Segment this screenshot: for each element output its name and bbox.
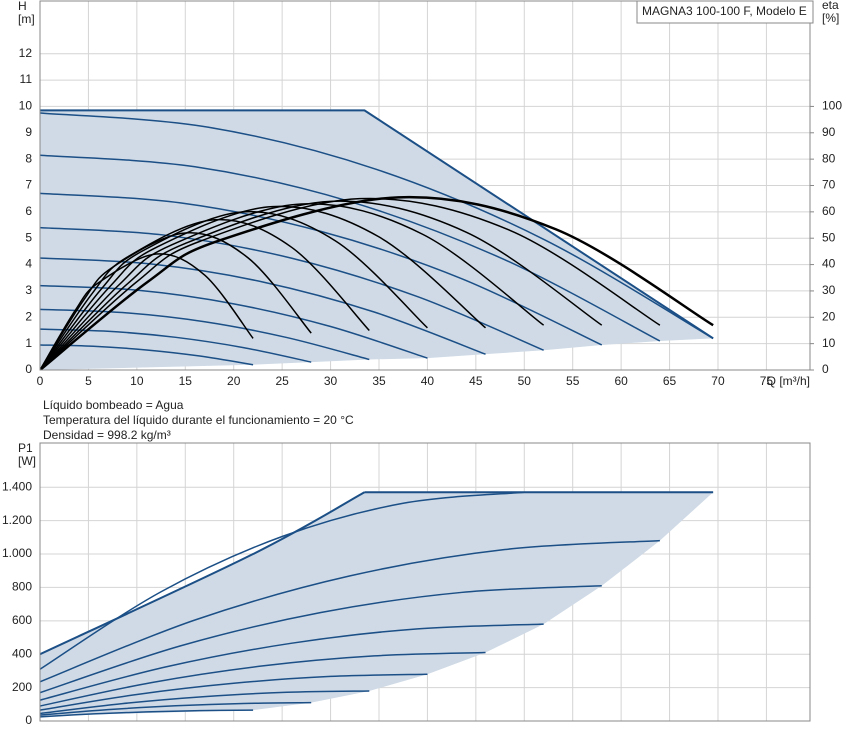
y-tick-label: 8 <box>25 151 32 165</box>
y2-tick-label: 30 <box>822 283 836 297</box>
efficiency-curve <box>40 197 661 370</box>
y-tick-label: 1.000 <box>2 546 32 560</box>
y2-tick-label: 70 <box>822 178 836 192</box>
y-axis-unit: [m] <box>18 12 35 26</box>
y-tick-label: 7 <box>25 178 32 192</box>
operating-area <box>40 110 714 370</box>
y-tick-label: 5 <box>25 230 32 244</box>
y-tick-label: 200 <box>12 680 32 694</box>
y2-tick-label: 100 <box>822 99 842 113</box>
performance-curve <box>40 709 254 718</box>
x-axis-label: Q [m³/h] <box>767 374 810 388</box>
annotation: Líquido bombeado = Agua <box>43 398 184 412</box>
y-tick-label: 12 <box>19 46 33 60</box>
performance-curve <box>40 585 602 694</box>
x-tick-label: 30 <box>324 374 338 388</box>
efficiency-curve <box>40 200 603 370</box>
y2-tick-label: 80 <box>822 151 836 165</box>
title-box <box>636 0 814 24</box>
x-tick-label: 20 <box>227 374 241 388</box>
efficiency-curve <box>40 218 370 370</box>
y2-tick-label: 0 <box>822 362 829 376</box>
performance-curve <box>40 651 486 707</box>
y-tick-label: 0 <box>25 713 32 727</box>
performance-curve <box>40 112 714 340</box>
x-tick-label: 25 <box>275 374 289 388</box>
y-axis-label: P1 <box>18 441 33 455</box>
x-tick-label: 75 <box>760 374 774 388</box>
x-tick-label: 40 <box>421 374 435 388</box>
y2-axis-unit: [%] <box>822 11 839 25</box>
annotation: Temperatura del líquido durante el funci… <box>43 413 354 427</box>
efficiency-curve <box>40 210 428 370</box>
x-tick-label: 15 <box>179 374 193 388</box>
performance-curve <box>40 226 544 351</box>
performance-curve <box>40 109 714 340</box>
y-tick-label: 9 <box>25 125 32 139</box>
x-tick-label: 70 <box>711 374 725 388</box>
performance-curve <box>40 539 660 683</box>
y2-tick-label: 50 <box>822 230 836 244</box>
x-tick-label: 0 <box>37 374 44 388</box>
efficiency-curve <box>40 203 545 370</box>
x-tick-label: 55 <box>566 374 580 388</box>
y-tick-label: 1 <box>25 336 32 350</box>
x-tick-label: 10 <box>130 374 144 388</box>
y-tick-label: 0 <box>25 362 32 376</box>
y-tick-label: 800 <box>12 580 32 594</box>
y-tick-label: 1.200 <box>2 513 32 527</box>
y2-tick-label: 90 <box>822 125 836 139</box>
y-tick-label: 4 <box>25 257 32 271</box>
y-tick-label: 600 <box>12 613 32 627</box>
y2-axis-label: eta <box>822 0 839 12</box>
y-tick-label: 1.400 <box>2 479 32 493</box>
performance-curve <box>40 284 428 359</box>
y2-tick-label: 20 <box>822 309 836 323</box>
x-tick-label: 5 <box>85 374 92 388</box>
y-axis-label: H <box>18 0 27 13</box>
x-tick-label: 45 <box>469 374 483 388</box>
performance-curve <box>40 192 603 346</box>
performance-curve <box>40 491 525 670</box>
y2-tick-label: 10 <box>822 336 836 350</box>
y-tick-label: 3 <box>25 283 32 297</box>
performance-curve <box>40 623 544 701</box>
y2-tick-label: 40 <box>822 257 836 271</box>
y-tick-label: 11 <box>20 72 33 86</box>
x-tick-label: 50 <box>518 374 532 388</box>
y-tick-label: 10 <box>19 99 33 113</box>
performance-curve <box>40 344 254 366</box>
y-tick-label: 2 <box>25 309 32 323</box>
operating-area <box>40 492 714 716</box>
chart-title: MAGNA3 100-100 F, Modelo E <box>642 4 807 18</box>
efficiency-curve <box>40 195 714 370</box>
efficiency-curve <box>40 253 254 370</box>
plot-frame <box>39 0 811 371</box>
annotation: Densidad = 998.2 kg/m³ <box>43 428 171 442</box>
performance-curve <box>40 673 428 711</box>
x-tick-label: 35 <box>372 374 386 388</box>
performance-curve <box>40 308 370 361</box>
y-axis-unit: [W] <box>18 454 36 468</box>
y2-tick-label: 60 <box>822 204 836 218</box>
plot-frame <box>39 442 811 722</box>
y-tick-label: 400 <box>12 646 32 660</box>
x-tick-label: 65 <box>663 374 677 388</box>
performance-curve <box>40 690 370 715</box>
performance-curve <box>40 701 312 716</box>
efficiency-curve <box>40 205 487 370</box>
efficiency-curve <box>40 232 312 370</box>
x-tick-label: 60 <box>614 374 628 388</box>
performance-curve <box>40 257 486 355</box>
performance-curve <box>40 491 365 656</box>
y-tick-label: 6 <box>25 204 32 218</box>
